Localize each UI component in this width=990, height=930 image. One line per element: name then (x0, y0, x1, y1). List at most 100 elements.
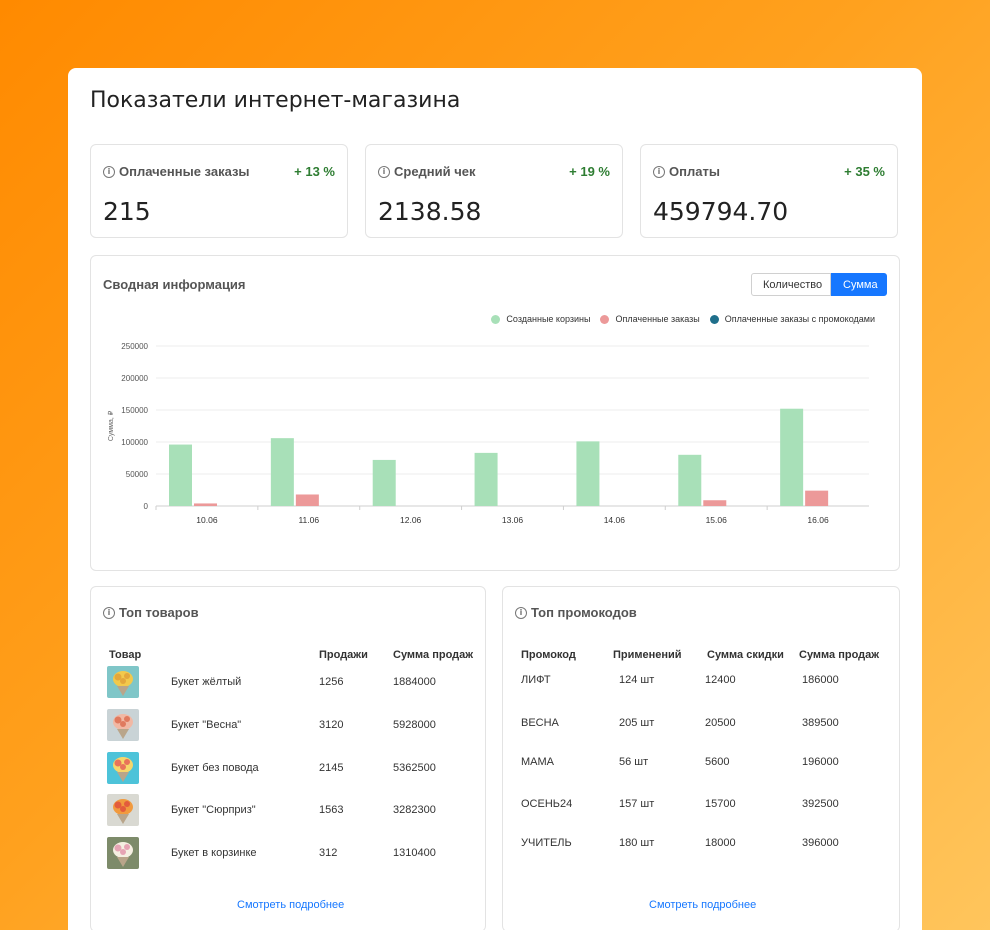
info-icon[interactable]: i (103, 165, 115, 178)
kpi-value: 215 (103, 197, 151, 226)
promo-uses: 124 шт (619, 674, 655, 686)
chart-title: Сводная информация (103, 277, 246, 292)
product-sum: 1310400 (393, 847, 436, 859)
product-name: Букет "Сюрприз" (171, 804, 256, 816)
bar (372, 459, 396, 506)
products-more-link[interactable]: Смотреть подробнее (237, 899, 345, 911)
y-tick-label: 100000 (121, 438, 148, 447)
product-sales: 3120 (319, 719, 344, 731)
top-promos-title: Топ промокодов (531, 605, 637, 620)
promo-uses: 157 шт (619, 798, 655, 810)
product-name: Букет в корзинке (171, 847, 257, 859)
column-header-code: Промокод (521, 649, 576, 661)
kpi-delta: + 35 % (844, 164, 885, 179)
promo-discount: 18000 (705, 837, 736, 849)
info-icon[interactable]: i (515, 606, 527, 619)
product-sum: 1884000 (393, 676, 436, 688)
legend-label: Оплаченные заказы (615, 314, 700, 324)
x-tick-label: 15.06 (706, 515, 728, 525)
x-tick-label: 16.06 (807, 515, 829, 525)
product-sales: 1563 (319, 804, 344, 816)
product-thumbnail (107, 752, 139, 784)
product-name: Букет без повода (171, 762, 259, 774)
kpi-value: 459794.70 (653, 197, 789, 226)
promo-code: МАМА (521, 756, 554, 768)
promo-code: ЛИФТ (521, 674, 551, 686)
product-name: Букет жёлтый (171, 676, 242, 688)
promo-code: ВЕСНА (521, 717, 559, 729)
legend-item[interactable]: Оплаченные заказы с промокодами (709, 314, 875, 324)
x-tick-label: 10.06 (196, 515, 218, 525)
kpi-card-paid-orders: i Оплаченные заказы + 13 % 215 (90, 144, 348, 238)
bar (194, 503, 217, 506)
kpi-value: 2138.58 (378, 197, 482, 226)
promo-discount: 20500 (705, 717, 736, 729)
kpi-card-payments: i Оплаты + 35 % 459794.70 (640, 144, 898, 238)
promo-uses: 56 шт (619, 756, 649, 768)
promo-sum: 186000 (802, 674, 839, 686)
top-products-title: Топ товаров (119, 605, 199, 620)
y-tick-label: 50000 (126, 470, 149, 479)
legend-item[interactable]: Созданные корзины (491, 314, 590, 324)
product-sum: 5362500 (393, 762, 436, 774)
legend-label: Созданные корзины (506, 314, 591, 324)
promo-sum: 396000 (802, 837, 839, 849)
top-products-card: i Топ товаров Товар Продажи Сумма продаж … (90, 586, 486, 930)
product-thumbnail (107, 709, 139, 741)
bar (474, 452, 498, 506)
bar (780, 408, 804, 506)
product-sales: 1256 (319, 676, 344, 688)
product-thumbnail (107, 837, 139, 869)
product-sum: 5928000 (393, 719, 436, 731)
legend-dot (491, 314, 501, 324)
kpi-label: Средний чек (394, 164, 476, 179)
bouquet-image (113, 842, 133, 867)
top-promos-card: i Топ промокодов Промокод Применений Сумм… (502, 586, 900, 930)
info-icon[interactable]: i (103, 606, 115, 619)
product-name: Букет "Весна" (171, 719, 242, 731)
column-header-sum: Сумма продаж (393, 649, 474, 661)
chart-legend: Созданные корзины Оплаченные заказы Опла… (481, 314, 875, 324)
kpi-label: Оплаченные заказы (119, 164, 250, 179)
info-icon[interactable]: i (653, 165, 665, 178)
promo-sum: 392500 (802, 798, 839, 810)
bar (678, 454, 702, 506)
column-header-sales: Продажи (319, 649, 368, 661)
legend-item[interactable]: Оплаченные заказы (600, 314, 700, 324)
promo-uses: 205 шт (619, 717, 655, 729)
dashboard-panel: Показатели интернет-магазина i Оплаченные… (68, 68, 922, 930)
product-sales: 2145 (319, 762, 344, 774)
bar (703, 500, 727, 506)
product-sum: 3282300 (393, 804, 436, 816)
column-header-product: Товар (109, 649, 142, 661)
promos-more-link[interactable]: Смотреть подробнее (649, 899, 757, 911)
x-tick-label: 13.06 (502, 515, 524, 525)
x-tick-label: 14.06 (604, 515, 626, 525)
toggle-sum-button[interactable]: Сумма (831, 273, 887, 296)
promo-uses: 180 шт (619, 837, 655, 849)
toggle-count-button[interactable]: Количество (751, 273, 831, 296)
bar (169, 444, 192, 506)
promo-sum: 196000 (802, 756, 839, 768)
product-sales: 312 (319, 847, 338, 859)
legend-dot (709, 314, 719, 324)
y-axis-label: Сумма, ₽ (107, 410, 115, 441)
bar-chart: 0 50000 100000 150000 200000 250000 Сумма, ₽ 10… (107, 342, 869, 525)
kpi-delta: + 19 % (569, 164, 610, 179)
info-icon[interactable]: i (378, 165, 390, 178)
y-tick-label: 0 (144, 502, 149, 511)
page-title: Показатели интернет-магазина (90, 88, 461, 113)
bar (576, 441, 600, 506)
bouquet-image (113, 671, 133, 696)
promo-sum: 389500 (802, 717, 839, 729)
promo-discount: 15700 (705, 798, 736, 810)
kpi-card-average-check: i Средний чек + 19 % 2138.58 (365, 144, 623, 238)
bouquet-image (113, 799, 133, 824)
column-header-uses: Применений (613, 649, 682, 661)
y-tick-label: 250000 (121, 342, 148, 351)
promo-code: УЧИТЕЛЬ (521, 837, 572, 849)
bouquet-image (113, 714, 133, 739)
legend-dot (600, 314, 610, 324)
kpi-delta: + 13 % (294, 164, 335, 179)
